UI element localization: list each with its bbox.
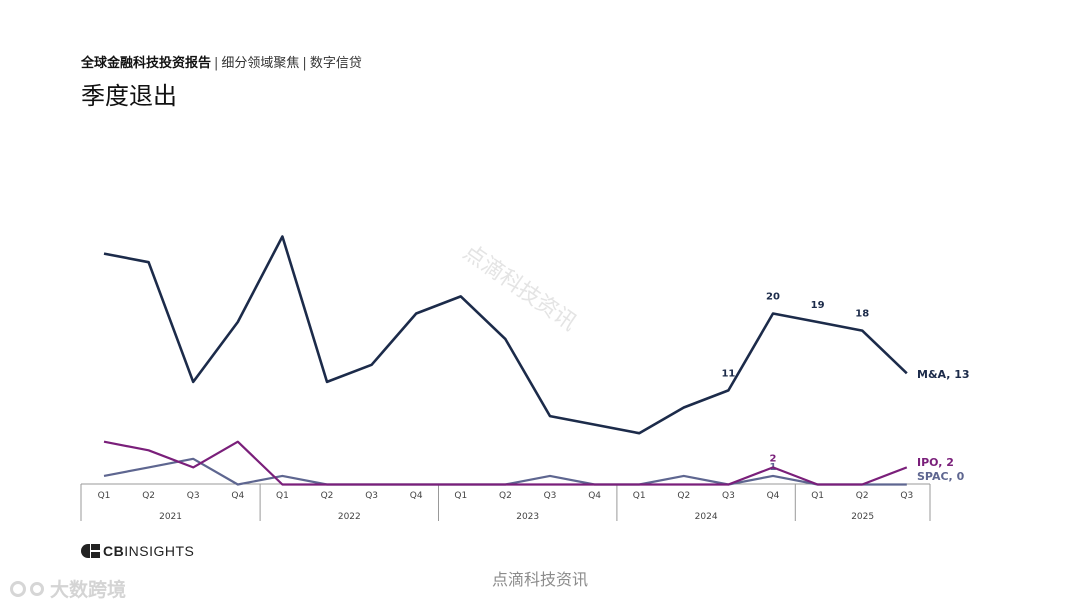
corner-watermark-logo: 大数跨境 <box>10 575 126 602</box>
x-tick-label: Q3 <box>544 491 557 501</box>
data-label: 2 <box>770 453 777 464</box>
x-tick-label: Q1 <box>276 491 289 501</box>
corner-watermark-text: 大数跨境 <box>50 579 127 601</box>
series-end-label: M&A, 13 <box>917 368 970 381</box>
x-tick-label: Q1 <box>454 491 467 501</box>
year-label: 2021 <box>159 512 182 522</box>
x-tick-label: Q1 <box>811 491 824 501</box>
x-tick-label: Q2 <box>677 491 690 501</box>
series-line-ma <box>103 235 908 435</box>
page-title: 季度退出 <box>81 82 177 110</box>
year-label: 2025 <box>851 512 874 522</box>
footer-watermark: 点滴科技资讯 <box>491 570 588 589</box>
x-tick-label: Q2 <box>321 491 334 501</box>
breadcrumb-separator: | <box>302 56 307 71</box>
cb-insights-logo: CB INSIGHTS <box>81 543 194 559</box>
x-tick-label: Q4 <box>410 491 423 501</box>
data-label: 18 <box>855 309 869 320</box>
ring-icon <box>30 581 44 596</box>
breadcrumb-topic: 数字信贷 <box>309 56 362 71</box>
x-tick-label: Q4 <box>767 491 780 501</box>
series-end-label: SPAC, 0 <box>917 470 965 483</box>
x-tick-label: Q2 <box>142 491 155 501</box>
logo-text: INSIGHTS <box>124 543 195 559</box>
breadcrumb-separator: | <box>214 56 219 71</box>
x-tick-label: Q3 <box>187 491 200 501</box>
report-breadcrumb: 全球金融科技投资报告 | 细分领域聚焦 | 数字信贷 <box>81 55 362 73</box>
year-label: 2023 <box>516 512 539 522</box>
x-tick-label: Q3 <box>900 491 913 501</box>
year-label: 2024 <box>695 512 718 522</box>
data-label: 19 <box>811 300 825 311</box>
x-tick-label: Q2 <box>499 491 512 501</box>
breadcrumb-section: 细分领域聚焦 <box>221 56 300 71</box>
x-tick-label: Q3 <box>722 491 735 501</box>
x-tick-label: Q1 <box>98 491 111 501</box>
data-label: 20 <box>766 291 780 302</box>
x-tick-label: Q1 <box>633 491 646 501</box>
logo-text-bold: CB <box>103 543 125 559</box>
cb-logo-icon <box>81 544 100 558</box>
x-tick-label: Q4 <box>231 491 244 501</box>
x-tick-label: Q2 <box>856 491 869 501</box>
ring-icon <box>10 580 26 597</box>
report-name: 全球金融科技投资报告 <box>81 56 212 71</box>
data-label: 11 <box>721 368 735 379</box>
x-tick-label: Q4 <box>588 491 601 501</box>
series-line-ipo <box>103 440 908 486</box>
series-end-label: IPO, 2 <box>917 456 954 469</box>
year-label: 2022 <box>338 512 361 522</box>
x-tick-label: Q3 <box>365 491 378 501</box>
